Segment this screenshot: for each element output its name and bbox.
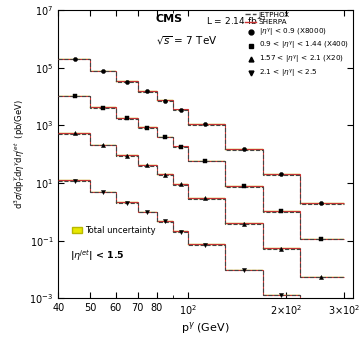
Bar — [58, 180, 90, 181]
Text: CMS: CMS — [155, 15, 183, 24]
Text: $\sqrt{s}$ = 7 TeV: $\sqrt{s}$ = 7 TeV — [155, 35, 217, 47]
Bar — [116, 202, 138, 203]
Bar — [173, 184, 188, 185]
Bar — [138, 212, 157, 213]
Legend: Total uncertainty: Total uncertainty — [68, 222, 159, 238]
Bar — [264, 248, 300, 249]
Bar — [188, 198, 225, 199]
Bar — [138, 127, 157, 128]
X-axis label: p$^{\gamma}$ (GeV): p$^{\gamma}$ (GeV) — [181, 320, 230, 336]
Bar — [90, 107, 116, 108]
Bar — [225, 223, 264, 224]
Bar — [173, 231, 188, 232]
Bar — [58, 133, 90, 134]
Text: L = 2.14 fb$^{-1}$: L = 2.14 fb$^{-1}$ — [206, 15, 266, 27]
Bar — [116, 81, 138, 82]
Y-axis label: d$^{3}\sigma$/dp$_{T}^{\gamma}$d$\eta^{\gamma}$d$\eta^{jet}$  (pb/GeV): d$^{3}\sigma$/dp$_{T}^{\gamma}$d$\eta^{\… — [12, 99, 27, 209]
Bar — [264, 211, 300, 212]
Bar — [173, 146, 188, 147]
Bar — [157, 221, 173, 222]
Bar — [173, 109, 188, 110]
Bar — [157, 174, 173, 175]
Bar — [116, 118, 138, 119]
Bar — [264, 174, 300, 175]
Bar — [225, 149, 264, 150]
Bar — [188, 244, 225, 245]
Bar — [157, 100, 173, 101]
Bar — [225, 270, 264, 271]
Bar — [138, 91, 157, 92]
Text: |$\eta^{jet}$| < 1.5: |$\eta^{jet}$| < 1.5 — [70, 248, 125, 263]
